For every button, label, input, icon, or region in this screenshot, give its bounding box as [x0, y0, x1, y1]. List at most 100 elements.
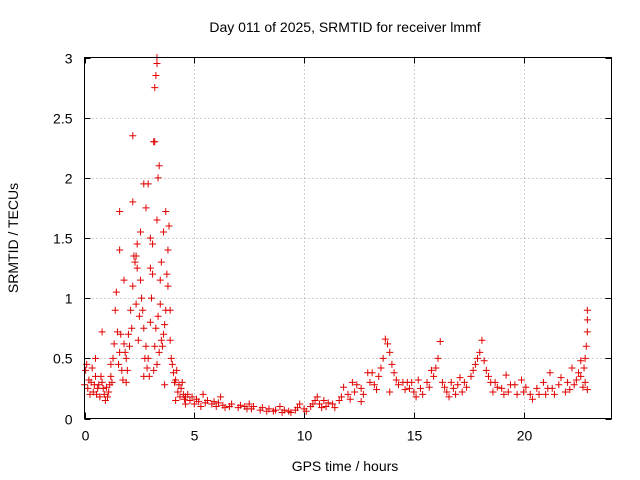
chart-title: Day 011 of 2025, SRMTID for receiver lmm… [209, 19, 480, 35]
data-point [161, 321, 169, 329]
data-point [583, 316, 591, 324]
data-point [456, 374, 464, 382]
data-point [177, 384, 185, 392]
data-point [166, 306, 174, 314]
data-point [272, 406, 280, 414]
data-point [165, 222, 173, 230]
data-point [214, 399, 222, 407]
data-point [160, 330, 168, 338]
data-point [178, 378, 186, 386]
data-point [143, 364, 151, 372]
data-point [577, 372, 585, 380]
x-tick-label: 15 [407, 428, 423, 444]
y-tick-label: 3 [65, 51, 73, 67]
data-point [150, 366, 158, 374]
data-point [353, 381, 361, 389]
data-point [129, 198, 137, 206]
data-point [146, 264, 154, 272]
data-point [95, 381, 103, 389]
data-point [133, 240, 141, 248]
data-point [583, 328, 591, 336]
data-point [84, 384, 92, 392]
x-tick-label: 5 [191, 428, 199, 444]
data-point [93, 390, 101, 398]
data-point [555, 381, 563, 389]
data-point [302, 407, 310, 415]
data-point [258, 404, 266, 412]
data-point [265, 405, 273, 413]
data-point [412, 393, 420, 401]
data-point [520, 388, 528, 396]
y-tick-label: 0.5 [53, 351, 73, 367]
data-point [243, 405, 251, 413]
data-point [120, 340, 128, 348]
data-point [132, 300, 140, 308]
data-point [250, 402, 258, 410]
data-point [335, 396, 343, 404]
data-point [151, 84, 159, 92]
data-point [482, 366, 490, 374]
data-point [395, 381, 403, 389]
data-point [296, 400, 304, 408]
data-point [535, 390, 543, 398]
data-point [157, 336, 165, 344]
x-axis-label: GPS time / hours [292, 458, 399, 474]
data-point [151, 342, 159, 350]
data-point [245, 400, 253, 408]
data-point [315, 400, 323, 408]
data-point [140, 372, 148, 380]
data-point [474, 354, 482, 362]
data-point [136, 228, 144, 236]
data-point [134, 336, 142, 344]
data-point [329, 400, 337, 408]
data-point [344, 390, 352, 398]
data-point [162, 208, 170, 216]
data-point [210, 398, 218, 406]
data-point [146, 318, 154, 326]
data-point [86, 390, 94, 398]
data-point [135, 312, 143, 320]
data-point [141, 354, 149, 362]
data-point [82, 366, 90, 374]
data-point [105, 388, 113, 396]
data-point [164, 282, 172, 290]
data-point [144, 180, 152, 188]
data-point [99, 384, 107, 392]
data-point [121, 348, 129, 356]
data-point [152, 324, 160, 332]
data-point [128, 324, 136, 332]
data-point [236, 401, 244, 409]
data-point [384, 340, 392, 348]
data-point [129, 282, 137, 290]
data-point [152, 72, 160, 80]
data-point [581, 354, 589, 362]
data-point [351, 388, 359, 396]
data-point [388, 360, 396, 368]
data-point [469, 366, 477, 374]
data-point [401, 386, 409, 394]
data-point [561, 388, 569, 396]
data-point [167, 354, 175, 362]
data-point [140, 324, 148, 332]
data-point [487, 378, 495, 386]
data-point [126, 342, 134, 350]
data-point [122, 354, 130, 362]
data-point [337, 393, 345, 401]
data-point [115, 360, 123, 368]
data-point [166, 336, 174, 344]
data-point [377, 364, 385, 372]
data-point [147, 294, 155, 302]
data-point [155, 348, 163, 356]
data-point [133, 264, 141, 272]
data-point [151, 138, 159, 146]
data-point [580, 364, 588, 372]
data-point [583, 386, 591, 394]
data-point [476, 348, 484, 356]
plot-frame [84, 57, 612, 419]
data-point [500, 390, 508, 398]
data-point [154, 174, 162, 182]
data-point [423, 378, 431, 386]
data-point [153, 360, 161, 368]
data-point [544, 384, 552, 392]
data-point [221, 404, 229, 412]
